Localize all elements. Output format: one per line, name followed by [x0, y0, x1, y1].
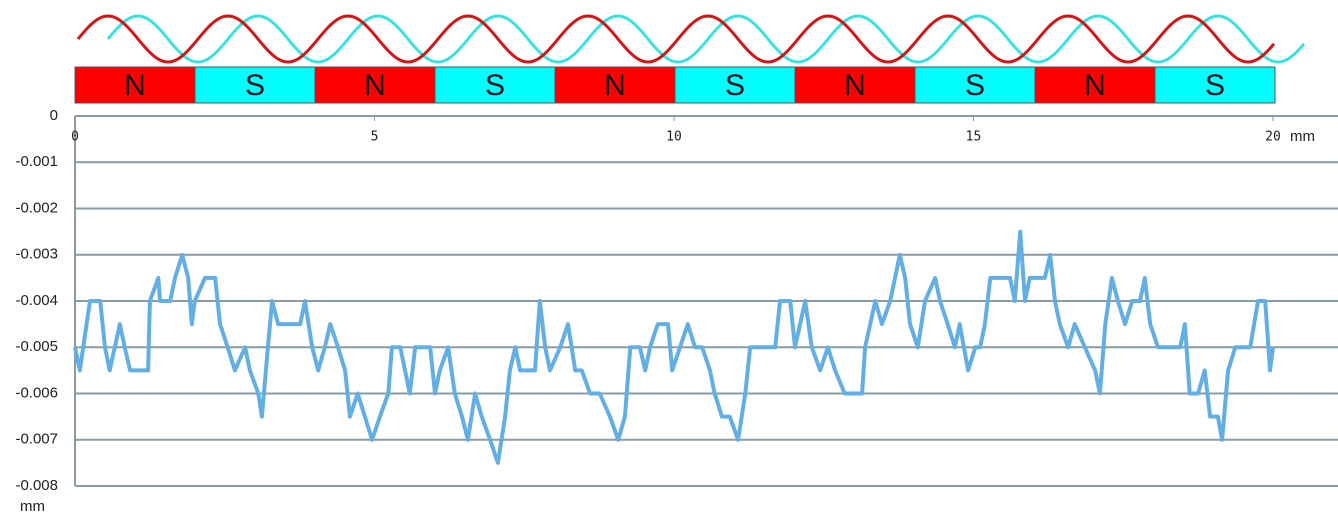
- magnet: [914, 66, 1036, 104]
- magnet: [74, 66, 196, 104]
- y-tick-label: -0.002: [15, 199, 58, 216]
- wave: [76, 14, 1276, 64]
- magnet-label: N: [844, 69, 866, 102]
- wave: [106, 14, 1306, 64]
- magnet: [674, 66, 796, 104]
- x-tick-label: 10: [666, 130, 682, 145]
- magnet-label: S: [1205, 69, 1225, 102]
- y-tick-label: -0.008: [15, 477, 58, 494]
- y-tick-label: -0.006: [15, 384, 58, 401]
- magnet: [1154, 66, 1276, 104]
- data-line: [73, 229, 1275, 465]
- magnet-label: N: [604, 69, 626, 102]
- y-axis-label: mm: [20, 498, 45, 514]
- x-tick-label: 20: [1265, 130, 1281, 145]
- magnet: [794, 66, 916, 104]
- x-tick-label: 15: [966, 130, 982, 145]
- y-tick-label: -0.003: [15, 246, 58, 263]
- magnet-label: S: [485, 69, 505, 102]
- y-tick-label: -0.001: [15, 153, 58, 170]
- magnet: [554, 66, 676, 104]
- magnet-label: N: [124, 69, 146, 102]
- magnet-label: S: [965, 69, 985, 102]
- magnet-label: N: [364, 69, 386, 102]
- y-tick-label: -0.007: [15, 431, 58, 448]
- y-tick-label: 0: [50, 107, 58, 124]
- y-tick-label: -0.005: [15, 338, 58, 355]
- field-waves: [76, 14, 1306, 64]
- magnet-label: S: [245, 69, 265, 102]
- x-tick-label: 5: [371, 130, 379, 145]
- magnet: [194, 66, 316, 104]
- y-tick-label: -0.004: [15, 292, 58, 309]
- plot: 0 -0.001 -0.002 -0.003 -0.004 -0.005 -0.006 -0.…: [15, 107, 1338, 494]
- x-axis-label: mm: [1290, 128, 1315, 145]
- magnet-label: N: [1084, 69, 1106, 102]
- magnet-label: S: [725, 69, 745, 102]
- magnet: [1034, 66, 1156, 104]
- magnet: [314, 66, 436, 104]
- x-tick-label: 0: [71, 130, 79, 145]
